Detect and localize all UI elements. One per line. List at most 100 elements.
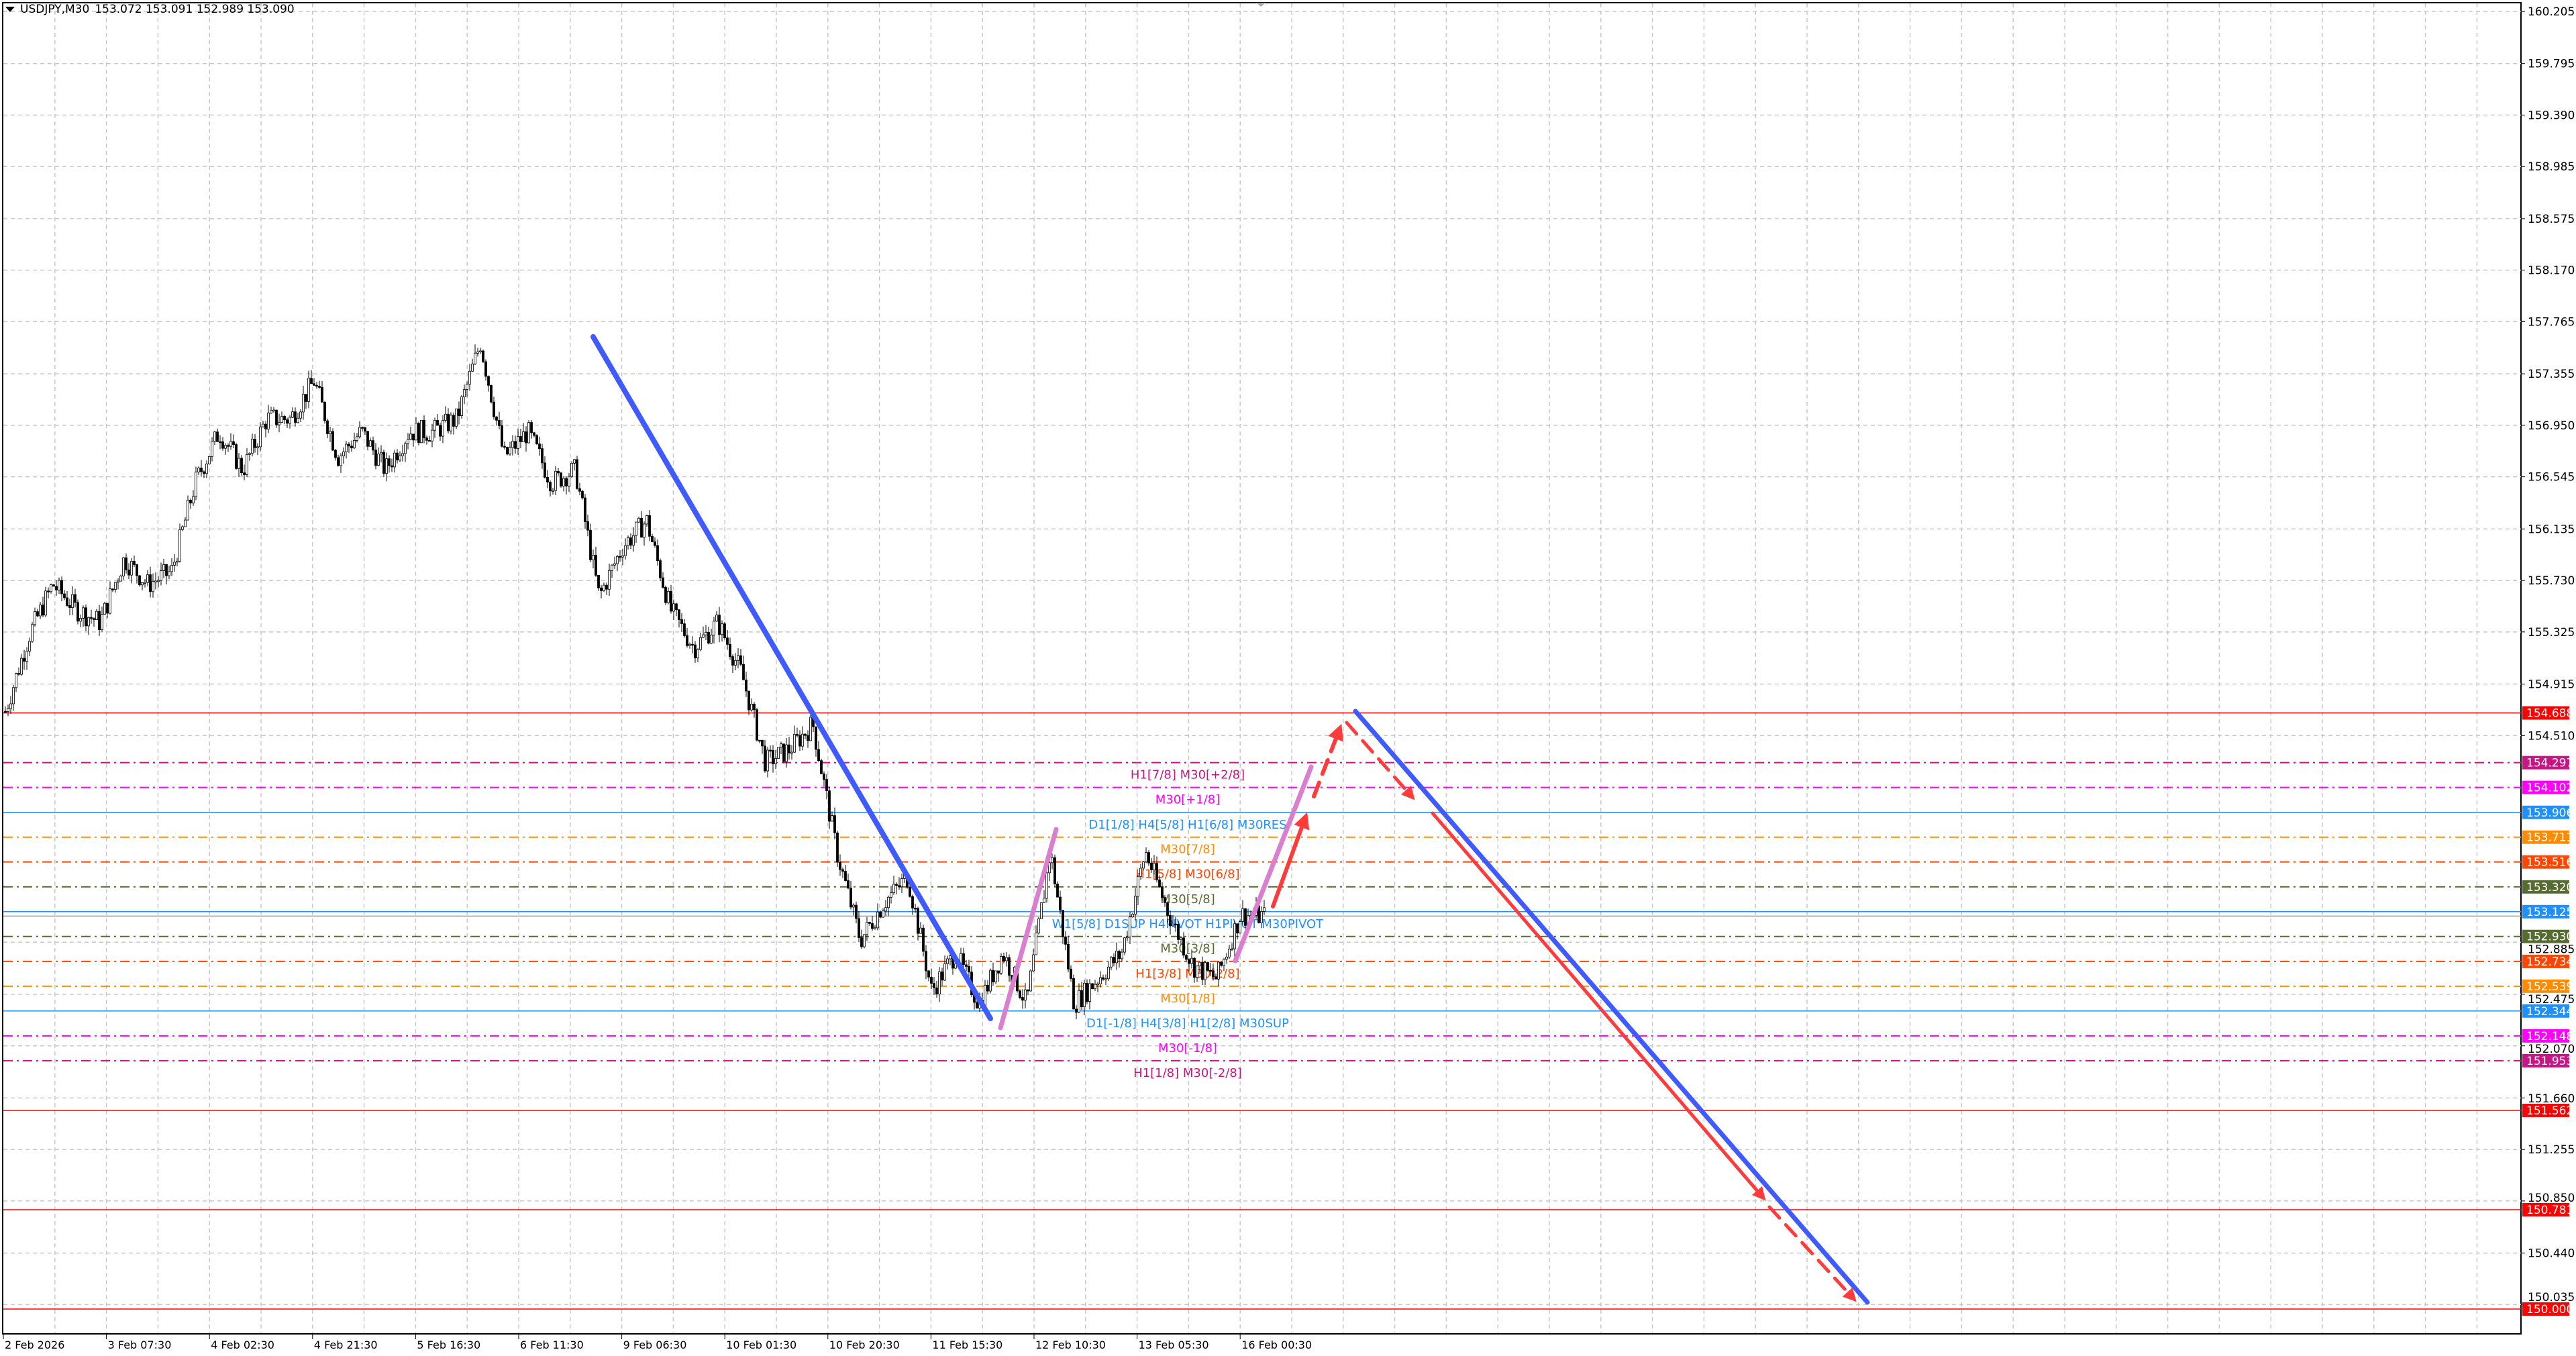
price-axis[interactable]: 160.205 159.795 159.390 158.985 158.575 158.1… xyxy=(2521,5,2575,1316)
candle-bear xyxy=(879,911,882,918)
candle-bear xyxy=(833,815,836,833)
time-tick-label: 10 Feb 20:30 xyxy=(829,1339,900,1351)
candle-bull xyxy=(130,561,133,576)
candle-bear xyxy=(576,459,578,489)
candle-bear xyxy=(761,739,764,747)
candle-bull xyxy=(949,955,951,959)
candle-bear xyxy=(1206,962,1209,971)
candle-bull xyxy=(34,611,36,625)
candle-bull xyxy=(1123,937,1126,953)
trend-line-down[interactable] xyxy=(590,334,993,1021)
candle-bull xyxy=(152,581,154,592)
candle-bull xyxy=(15,673,17,688)
candle-bull xyxy=(407,439,409,444)
candle-bear xyxy=(391,465,393,468)
candle-bear xyxy=(898,885,900,888)
candle-bull xyxy=(919,927,922,934)
candle-bear xyxy=(372,440,374,451)
chart-header: USDJPY,M30 153.072 153.091 152.989 153.0… xyxy=(5,3,295,16)
candle-bear xyxy=(541,448,544,464)
candle-bull xyxy=(1083,982,1086,1007)
price-level-tag: 153.320 xyxy=(2522,880,2573,894)
candle-bear xyxy=(42,605,44,616)
candle-bull xyxy=(721,623,723,635)
candle-bear xyxy=(1059,896,1062,910)
projection-line-up[interactable] xyxy=(998,827,1059,1031)
candle-bull xyxy=(356,436,358,441)
level-label: M30[1/8] xyxy=(1160,992,1215,1006)
candle-bear xyxy=(1056,884,1059,898)
candle-bear xyxy=(1209,970,1212,972)
candle-bull xyxy=(205,464,208,474)
projection-line-up[interactable] xyxy=(1233,764,1314,963)
candle-bear xyxy=(1166,902,1169,916)
price-level-tag: 152.344 xyxy=(2522,1004,2573,1019)
candle-bull xyxy=(522,431,525,442)
candle-bear xyxy=(1150,862,1153,870)
candle-bear xyxy=(221,441,224,449)
candle-bull xyxy=(272,409,275,412)
time-tick-label: 4 Feb 02:30 xyxy=(211,1339,274,1351)
candle-bear xyxy=(243,472,246,475)
candle-bear xyxy=(85,607,87,627)
price-level-tag: 153.906 xyxy=(2522,805,2573,820)
candle-bull xyxy=(415,423,417,441)
projection-arrow-up-dashed[interactable] xyxy=(1312,723,1343,798)
candle-bear xyxy=(232,441,235,445)
candle-bull xyxy=(1204,962,1206,980)
candle-bear xyxy=(388,458,391,466)
candle-bull xyxy=(58,580,60,590)
candle-bull xyxy=(431,429,433,441)
candle-bull xyxy=(184,519,187,527)
projection-channel-line[interactable] xyxy=(1353,709,1870,1305)
candle-bull xyxy=(297,417,299,423)
candle-bull xyxy=(101,614,103,630)
candle-bull xyxy=(144,582,146,584)
price-level-tag-label: 152.539 xyxy=(2526,980,2573,994)
candle-bear xyxy=(374,450,377,466)
price-level-tag-bg xyxy=(2522,706,2569,720)
candle-bull xyxy=(1137,876,1139,897)
candle-bull xyxy=(12,687,15,705)
candle-bear xyxy=(350,446,353,449)
candle-bull xyxy=(643,523,646,538)
candle-bear xyxy=(1021,997,1024,1001)
price-level-tag-bg xyxy=(2522,880,2569,894)
candle-bull xyxy=(562,478,565,486)
projection-arrow-up[interactable] xyxy=(1271,812,1310,908)
candle-bear xyxy=(216,431,219,442)
price-level-tag-label: 152.148 xyxy=(2526,1030,2573,1043)
candle-bull xyxy=(613,563,616,566)
candle-bull xyxy=(1078,990,1080,1013)
candle-bull xyxy=(342,452,345,456)
time-tick-label: 5 Feb 16:30 xyxy=(417,1339,480,1351)
candle-bull xyxy=(699,637,702,650)
candle-bear xyxy=(227,445,229,447)
candle-bear xyxy=(1236,923,1239,934)
time-axis[interactable]: 2 Feb 2026 3 Feb 07:30 4 Feb 02:30 4 Feb 21… xyxy=(3,1333,2521,1351)
candle-bear xyxy=(514,441,517,449)
candle-bull xyxy=(1035,933,1037,955)
candle-bull xyxy=(866,922,868,935)
candle-bear xyxy=(482,350,484,362)
candle-bear xyxy=(1080,990,1083,1007)
price-tick-label: 154.915 xyxy=(2528,678,2575,692)
projection-arrow-down-dashed[interactable] xyxy=(1345,721,1415,800)
candle-bull xyxy=(667,590,670,603)
trend-drawings[interactable] xyxy=(590,334,1870,1305)
candle-bear xyxy=(165,564,168,576)
candle-bear xyxy=(1053,857,1056,884)
candle-bull xyxy=(1024,989,1027,1001)
candle-bull xyxy=(1037,918,1040,933)
price-tick-label: 159.390 xyxy=(2528,109,2575,122)
candle-bull xyxy=(168,571,170,576)
candle-bull xyxy=(176,560,178,563)
projection-arrow-down[interactable] xyxy=(1431,811,1766,1201)
candle-bear xyxy=(753,703,756,711)
candle-bear xyxy=(976,1002,978,1008)
triangle-down-icon[interactable] xyxy=(5,7,15,12)
candle-bear xyxy=(619,556,621,558)
projection-arrow-down-dashed[interactable] xyxy=(1767,1205,1857,1302)
candle-bear xyxy=(817,749,820,762)
